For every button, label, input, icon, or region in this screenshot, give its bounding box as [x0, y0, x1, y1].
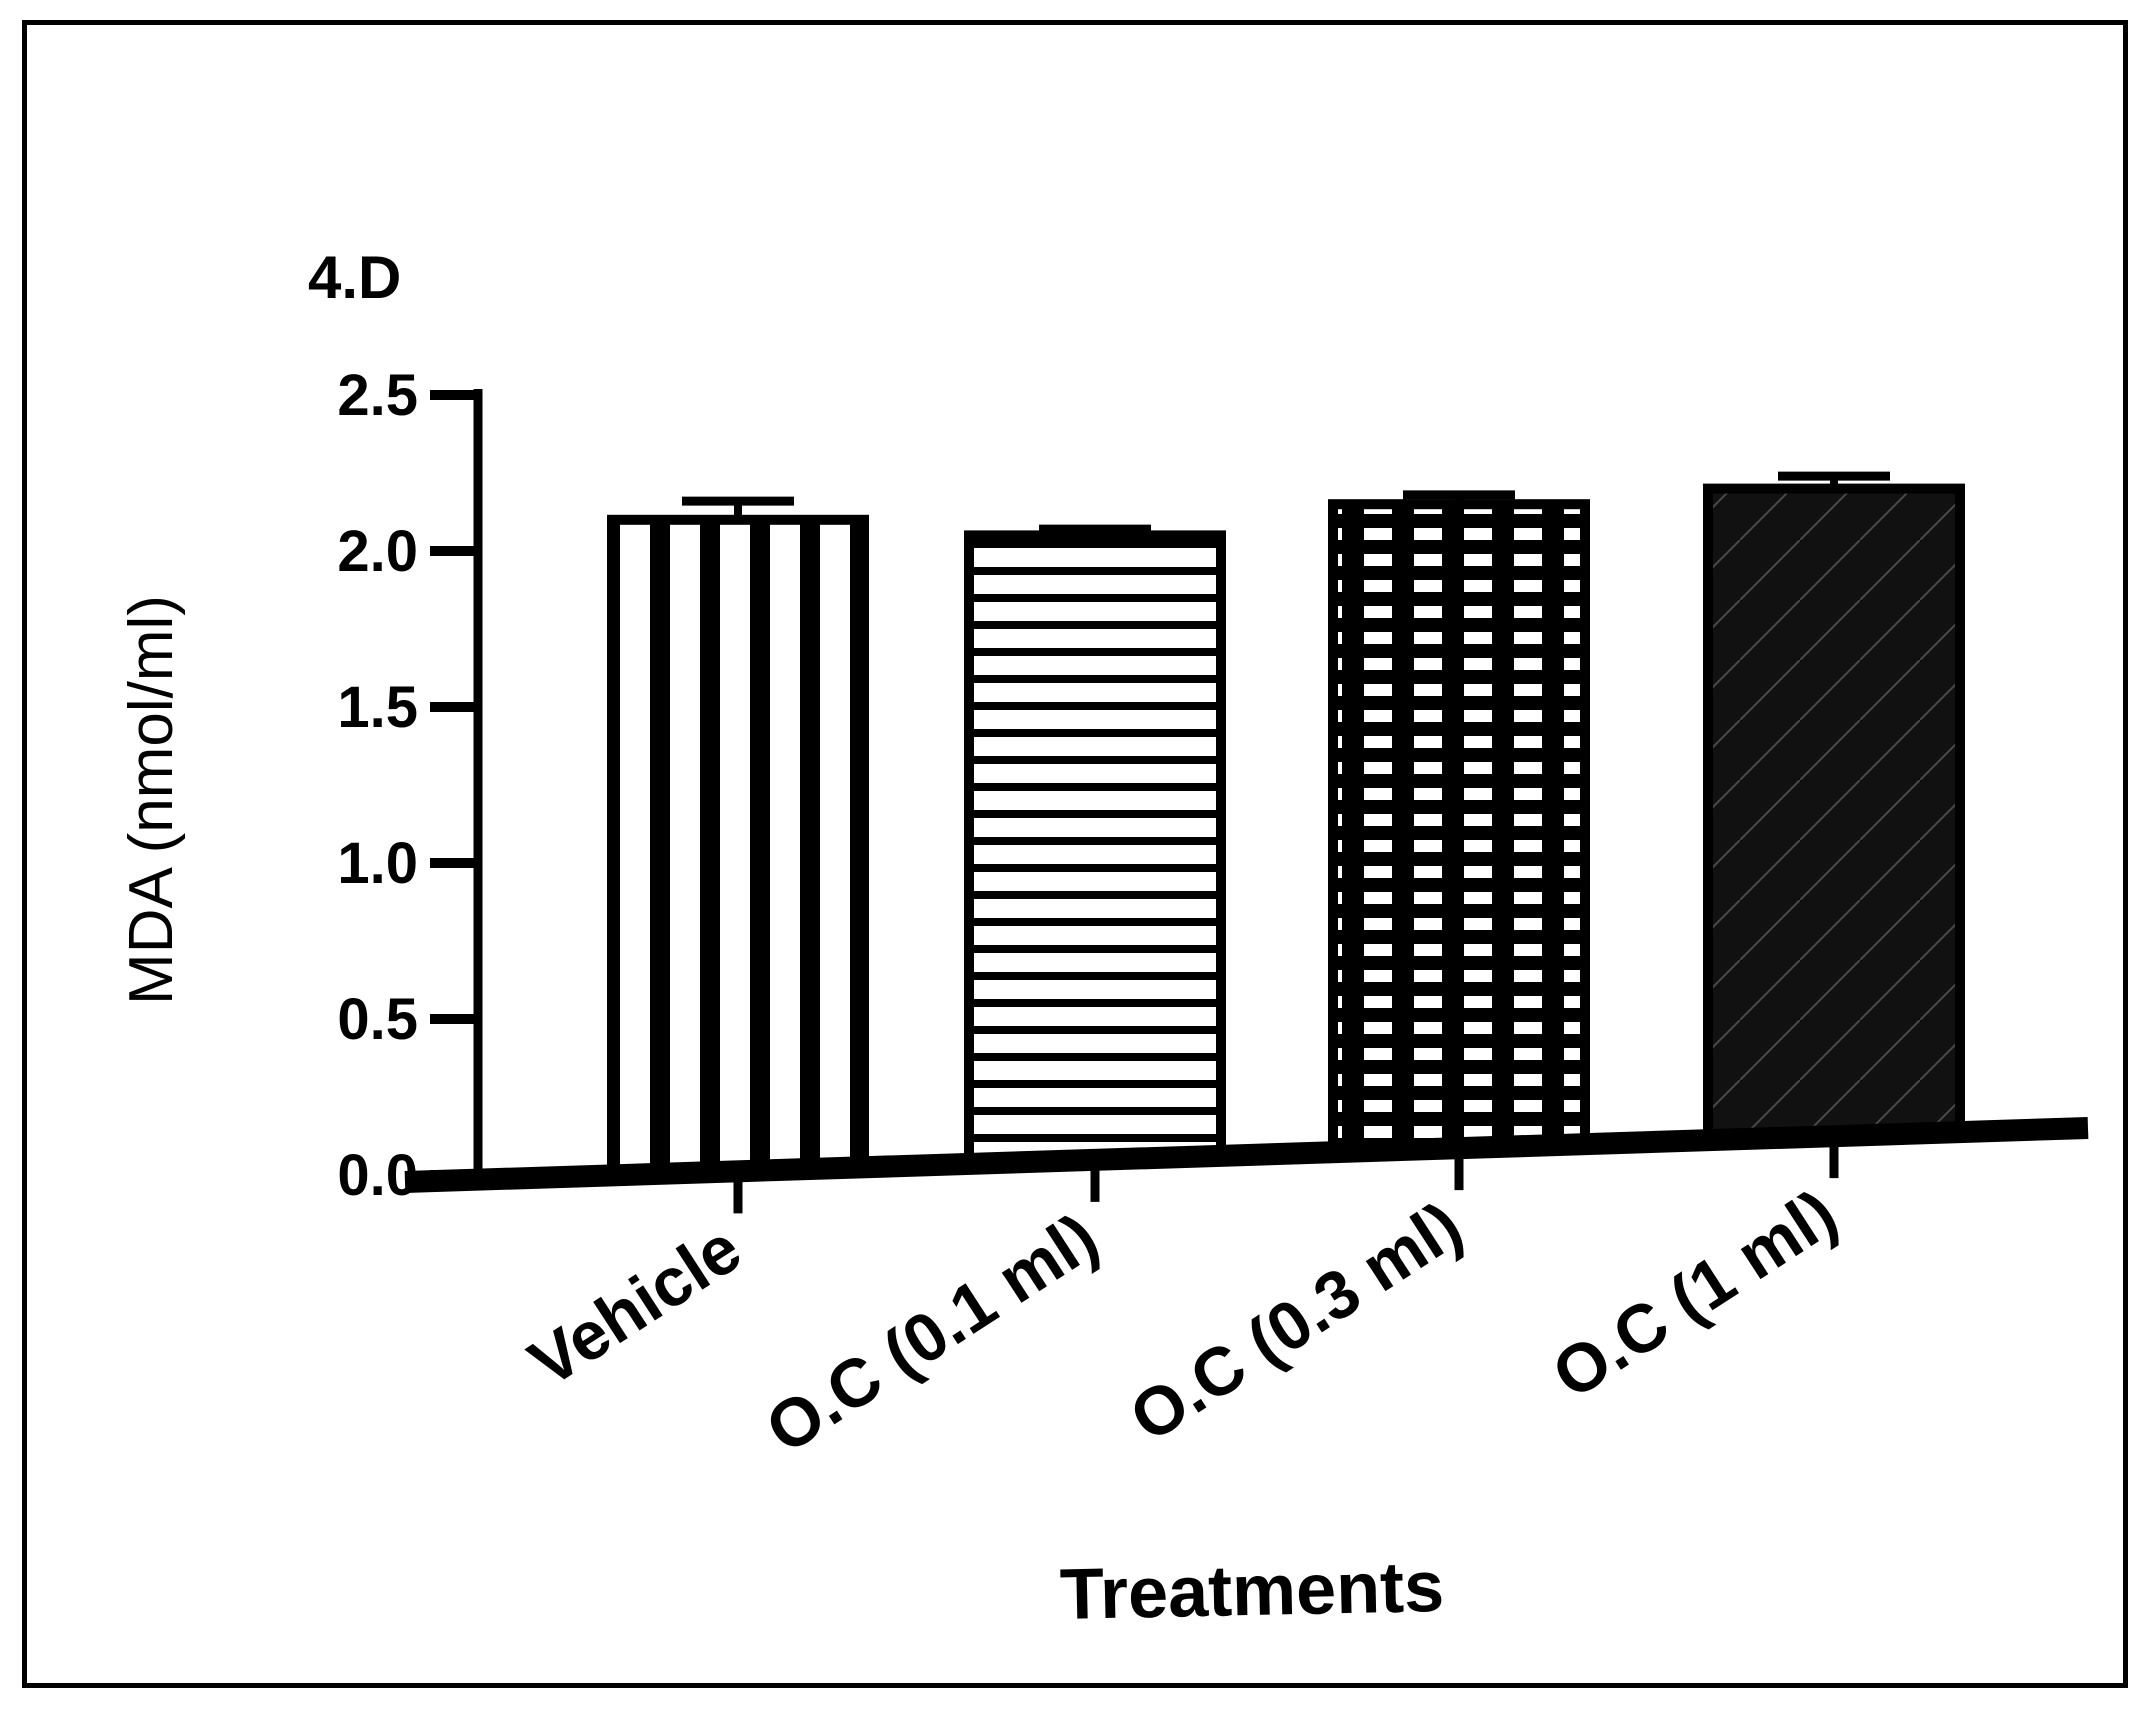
- x-axis-title: Treatments: [1059, 1547, 1445, 1635]
- x-tick-label: O.C (0.3 ml): [1117, 1187, 1475, 1457]
- bar-1: [964, 524, 1226, 1165]
- bars-group: [607, 471, 1965, 1177]
- bar-rect: [607, 514, 869, 1177]
- bar-2: [1328, 490, 1590, 1154]
- panel-label: 4.D: [308, 244, 401, 311]
- y-tick-label: 1.0: [337, 831, 418, 896]
- y-tick-label: 2.0: [337, 519, 418, 584]
- y-tick-label: 0.5: [337, 987, 418, 1052]
- y-axis: 0.0 0.5 1.0 1.5 2.0 2.5: [337, 363, 483, 1208]
- bar-rect: [1328, 499, 1590, 1154]
- bar-rect: [964, 530, 1226, 1165]
- bar-0: [607, 496, 869, 1177]
- x-tick-label: Vehicle: [516, 1210, 754, 1401]
- x-tick-label: O.C (0.1 ml): [753, 1199, 1111, 1469]
- y-tick-label: 1.5: [337, 675, 418, 740]
- x-tick-label: O.C (1 ml): [1539, 1175, 1850, 1414]
- y-axis-title: MDA (nmol/ml): [117, 595, 186, 1005]
- bar-3: [1703, 471, 1965, 1142]
- y-tick-label: 2.5: [337, 363, 418, 428]
- x-axis-line: [404, 1117, 2089, 1193]
- y-tick-label: 0.0: [337, 1143, 418, 1208]
- bar-rect: [1703, 483, 1965, 1142]
